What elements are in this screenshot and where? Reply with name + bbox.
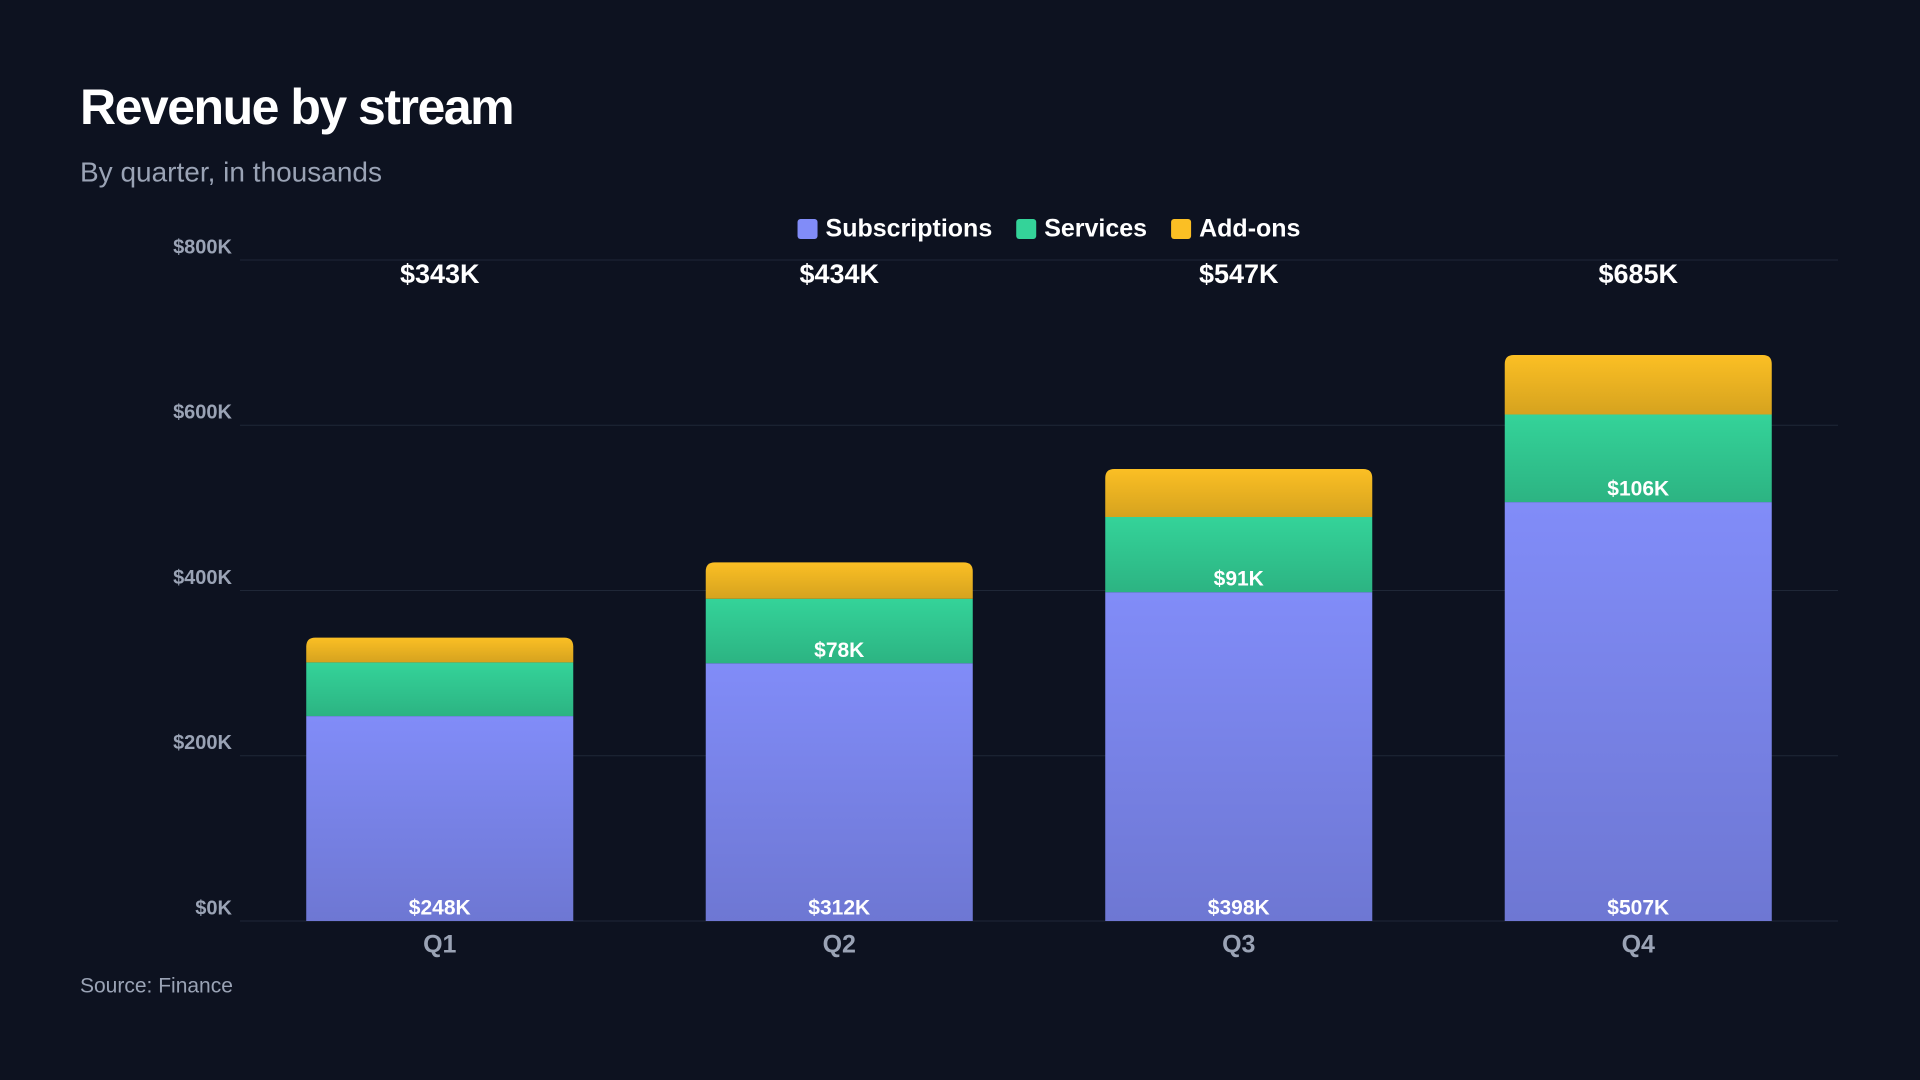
x-tick-label: Q2 <box>823 931 856 959</box>
chart-title: Revenue by stream <box>80 79 513 135</box>
bar-shade <box>705 598 973 664</box>
value-label: $398K <box>1208 897 1270 920</box>
bar-shade <box>306 662 574 717</box>
source: Source: Finance <box>80 975 233 998</box>
legend-label: Subscriptions <box>826 215 993 243</box>
y-tick-label: $600K <box>173 402 232 424</box>
bar-shade <box>1504 502 1772 921</box>
total-label: $685K <box>1598 259 1678 289</box>
bar-shade <box>705 562 973 599</box>
bar-shade <box>306 716 574 921</box>
legend-label: Services <box>1044 215 1147 243</box>
value-label: $78K <box>814 639 864 662</box>
chart-subtitle: By quarter, in thousands <box>80 156 382 187</box>
total-label: $434K <box>799 259 879 289</box>
legend-swatch <box>1016 219 1037 239</box>
bar-shade <box>1105 592 1373 921</box>
bar-shade <box>705 663 973 921</box>
legend-swatch <box>1171 219 1192 239</box>
bar-shade <box>1105 516 1373 593</box>
bar-shade <box>1504 414 1772 503</box>
legend-swatch <box>797 219 818 239</box>
bar-shade <box>306 637 574 663</box>
value-label: $507K <box>1607 897 1669 920</box>
total-label: $547K <box>1199 259 1279 289</box>
y-tick-label: $800K <box>173 236 232 258</box>
legend-label: Add-ons <box>1199 215 1300 243</box>
x-tick-label: Q4 <box>1622 931 1655 959</box>
y-tick-label: $400K <box>173 567 232 589</box>
x-tick-label: Q1 <box>423 931 456 959</box>
value-label: $248K <box>409 897 471 920</box>
value-label: $312K <box>808 897 870 920</box>
bar-shade <box>1105 469 1373 517</box>
value-label: $91K <box>1214 568 1264 591</box>
y-tick-label: $200K <box>173 732 232 754</box>
y-tick-label: $0K <box>195 897 232 919</box>
value-label: $106K <box>1607 478 1669 501</box>
x-tick-label: Q3 <box>1222 931 1255 959</box>
bar-shade <box>1504 355 1772 415</box>
total-label: $343K <box>400 259 480 289</box>
